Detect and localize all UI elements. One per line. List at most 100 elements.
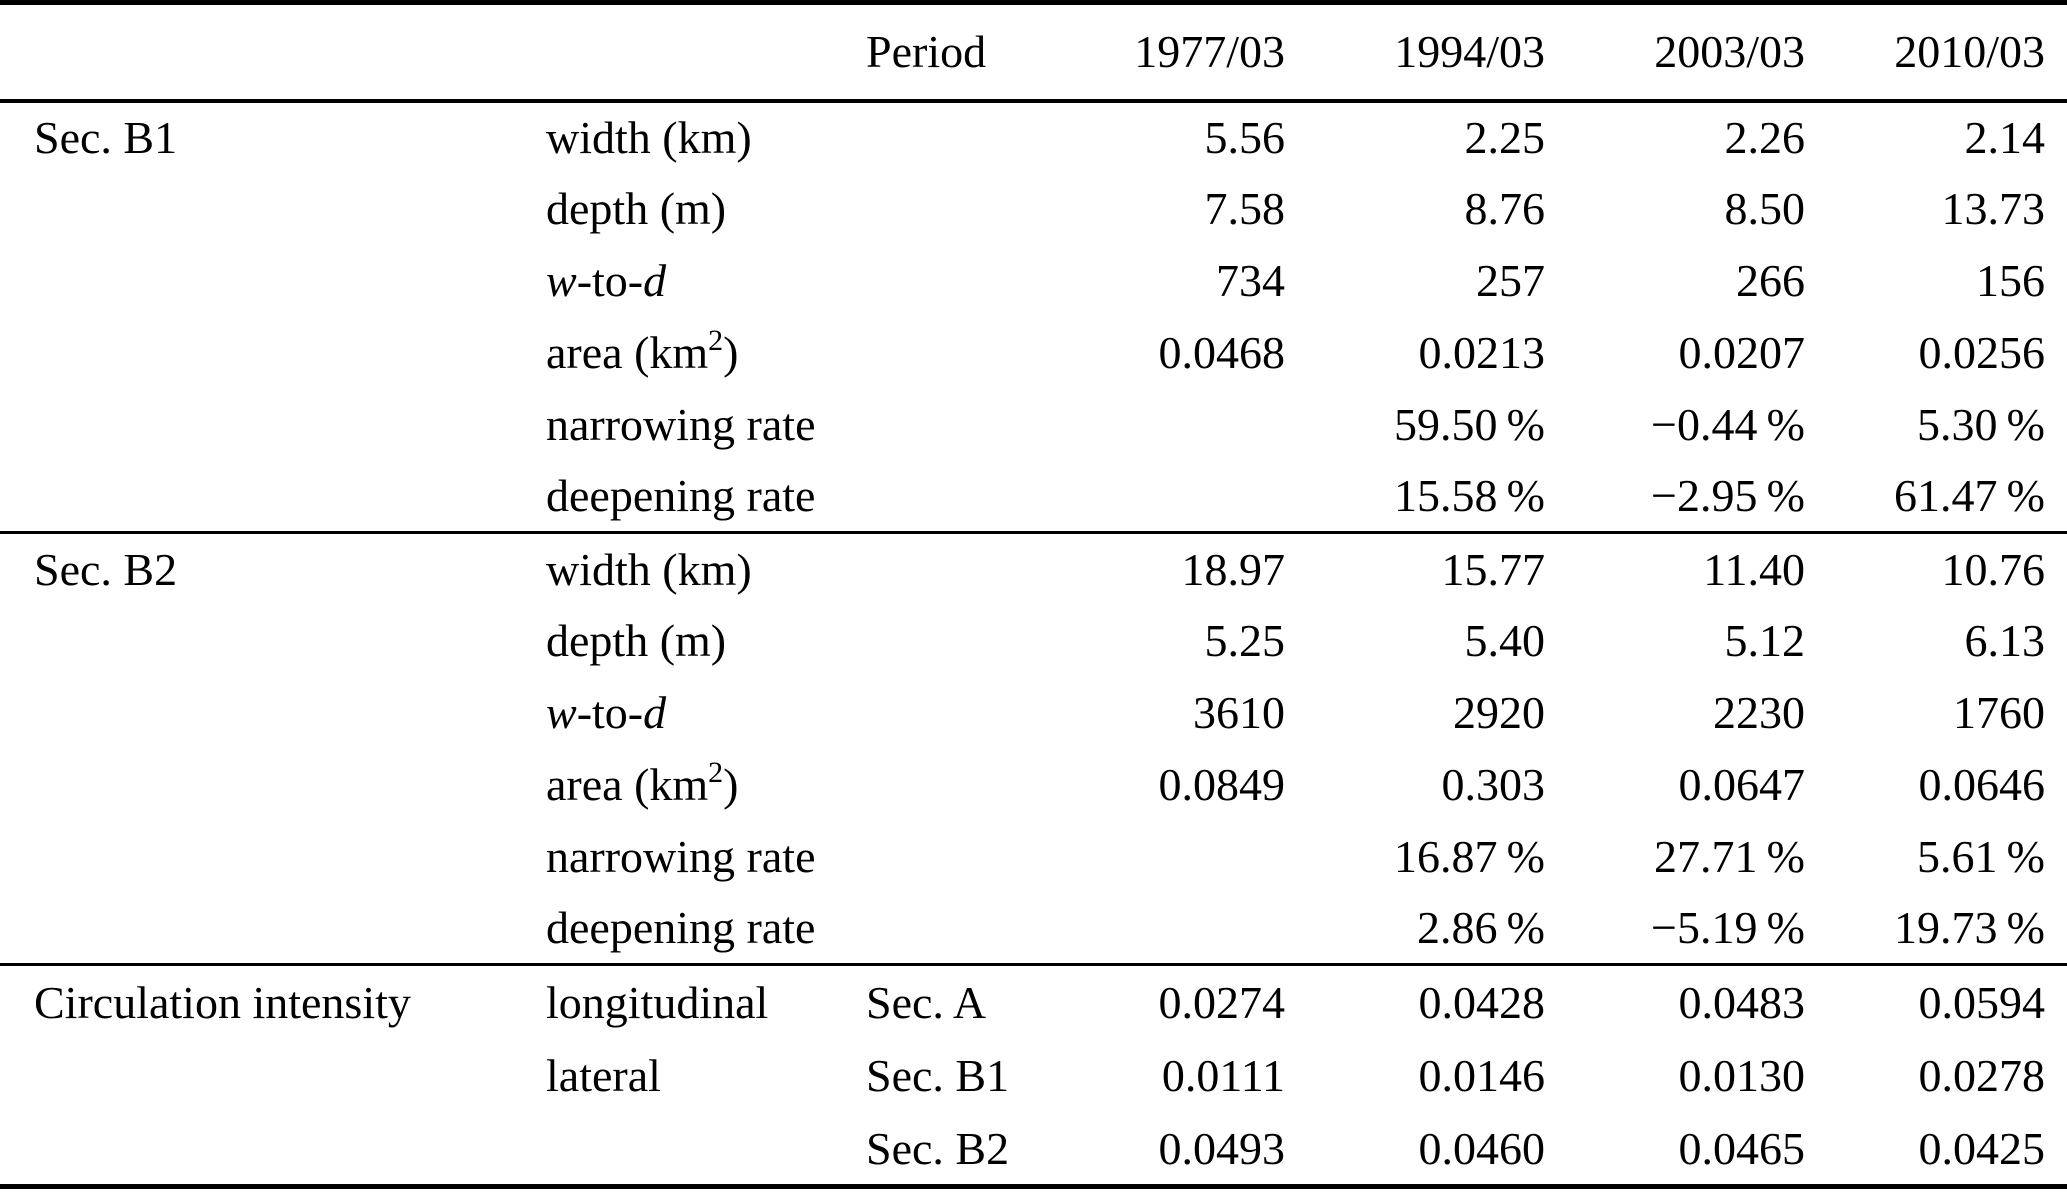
period-column-header: 1994/03 (1295, 2, 1555, 103)
sub-label-cell (866, 461, 1116, 533)
table-row: Circulation intensity longitudinal Sec. A 0… (0, 963, 2067, 1039)
value-cell: 10.76 (1815, 531, 2067, 605)
period-header-label: Period (866, 2, 1116, 103)
value-cell: −2.95 % (1651, 470, 1805, 522)
table-row: deepening rate 2.86 % −5.19 % 19.73 % (0, 893, 2067, 965)
metric-label-part: depth (m) (546, 183, 727, 234)
metric-label-part: ) (723, 327, 739, 378)
value-cell: 1760 (1953, 687, 2045, 738)
table-row: Sec. B2 0.0493 0.0460 0.0465 0.0425 (0, 1113, 2067, 1187)
value-cell (1116, 389, 1295, 461)
value-cell: 0.0594 (1815, 963, 2067, 1039)
value-cell (1116, 821, 1295, 893)
value-cell: 0.0465 (1678, 1122, 1806, 1174)
value-cell: 19.73 % (1893, 902, 2045, 954)
table-row: Sec. B1 width (km) 5.56 2.25 2.26 2.14 (0, 101, 2067, 173)
metric-label-part: deepening rate (546, 902, 816, 954)
section-label-cell (0, 1113, 546, 1187)
value-cell: 5.61 % (1916, 831, 2045, 882)
value-cell (1116, 461, 1295, 533)
value-cell: 0.0278 (1918, 1050, 2046, 1101)
value-cell: 2.86 % (1416, 902, 1545, 954)
value-cell: 0.0493 (1158, 1122, 1286, 1174)
period-column-header: 1977/03 (1116, 2, 1295, 103)
value-cell: 0.0256 (1918, 327, 2046, 378)
sub-label-cell (866, 821, 1116, 893)
sub-label-cell (866, 389, 1116, 461)
section-label-cell: Sec. B2 (0, 531, 546, 605)
value-cell: 0.0425 (1918, 1122, 2046, 1174)
value-cell: 0.0646 (1918, 759, 2046, 810)
table-row: w-to-d 3610 2920 2230 1760 (0, 677, 2067, 749)
value-cell: 8.76 (1464, 183, 1546, 234)
metric-label-cell: lateral (546, 1039, 866, 1113)
sub-label-cell (866, 531, 1116, 605)
section-label-cell: Sec. B1 (34, 112, 178, 163)
metric-label-part: 2 (708, 324, 724, 357)
section-label-cell: Circulation intensity (0, 963, 546, 1039)
value-cell: 5.30 % (1916, 399, 2045, 450)
metric-label-part: area (km (546, 759, 709, 810)
value-cell (1116, 893, 1295, 965)
sub-label-cell (866, 317, 1116, 389)
sub-label-cell: Sec. B2 (866, 1122, 1010, 1174)
metric-label-part: width (km) (546, 543, 752, 595)
value-cell: 156 (1976, 255, 2045, 306)
header-row: Period 1977/03 1994/03 2003/03 2010/03 (0, 2, 2067, 103)
table-row: w-to-d 734 257 266 156 (0, 245, 2067, 317)
period-column-header: 2003/03 (1555, 2, 1815, 103)
value-cell: 5.25 (1204, 615, 1286, 666)
section-label-cell (0, 317, 546, 389)
metric-label-part: narrowing rate (546, 831, 816, 882)
metric-label-cell: narrowing rate (546, 821, 866, 893)
value-cell: 18.97 (1116, 531, 1295, 605)
value-cell: 0.0111 (1161, 1050, 1285, 1101)
value-cell: 0.0428 (1295, 963, 1555, 1039)
metric-label-part: deepening rate (546, 470, 816, 522)
table-row: narrowing rate 16.87 % 27.71 % 5.61 % (0, 821, 2067, 893)
value-cell: 61.47 % (1893, 470, 2045, 522)
value-cell: 2230 (1713, 687, 1805, 738)
metric-label-part: lateral (546, 1050, 661, 1101)
value-cell: 3610 (1193, 687, 1285, 738)
value-cell: 15.77 (1295, 531, 1555, 605)
value-cell: 2.26 (1724, 112, 1806, 163)
section-label-cell (0, 389, 546, 461)
header-empty-cell-2 (546, 2, 866, 103)
value-cell: 0.0460 (1418, 1122, 1546, 1174)
metric-label-part: 2 (708, 756, 724, 789)
table-row: depth (m) 7.58 8.76 8.50 13.73 (0, 173, 2067, 245)
sub-label-cell: Sec. B1 (866, 1050, 1010, 1101)
table-row: narrowing rate 59.50 % −0.44 % 5.30 % (0, 389, 2067, 461)
value-cell: 2920 (1453, 687, 1545, 738)
section-label-cell (0, 821, 546, 893)
metric-label-cell: width (km) (546, 101, 866, 173)
metric-label-cell: width (km) (546, 531, 866, 605)
section-label-cell (0, 1039, 546, 1113)
table-row: deepening rate 15.58 % −2.95 % 61.47 % (0, 461, 2067, 533)
value-cell: 5.56 (1204, 112, 1286, 163)
metric-label-cell: deepening rate (546, 893, 866, 965)
value-cell: 0.0849 (1158, 759, 1286, 810)
value-cell: 0.303 (1441, 759, 1546, 810)
section-label-cell (0, 749, 546, 821)
value-cell: 0.0146 (1418, 1050, 1546, 1101)
metric-label-part: -to- (576, 687, 644, 738)
sub-label-cell: Sec. A (866, 963, 1116, 1039)
table-row: area (km2) 0.0849 0.303 0.0647 0.0646 (0, 749, 2067, 821)
table-body: Sec. B1 width (km) 5.56 2.25 2.26 2.14 depth (… (0, 101, 2067, 1187)
metric-label-cell (546, 1113, 866, 1187)
section-label-cell (0, 461, 546, 533)
value-cell: 0.0213 (1418, 327, 1546, 378)
metric-label-part: d (643, 687, 667, 738)
sub-label-cell (866, 245, 1116, 317)
metric-label-cell: narrowing rate (546, 389, 866, 461)
value-cell: 266 (1736, 255, 1805, 306)
value-cell: 0.0483 (1555, 963, 1815, 1039)
value-cell: 11.40 (1555, 531, 1815, 605)
value-cell: 15.58 % (1393, 470, 1545, 522)
metric-label-part: longitudinal (546, 976, 769, 1028)
metric-label-cell: longitudinal (546, 963, 866, 1039)
